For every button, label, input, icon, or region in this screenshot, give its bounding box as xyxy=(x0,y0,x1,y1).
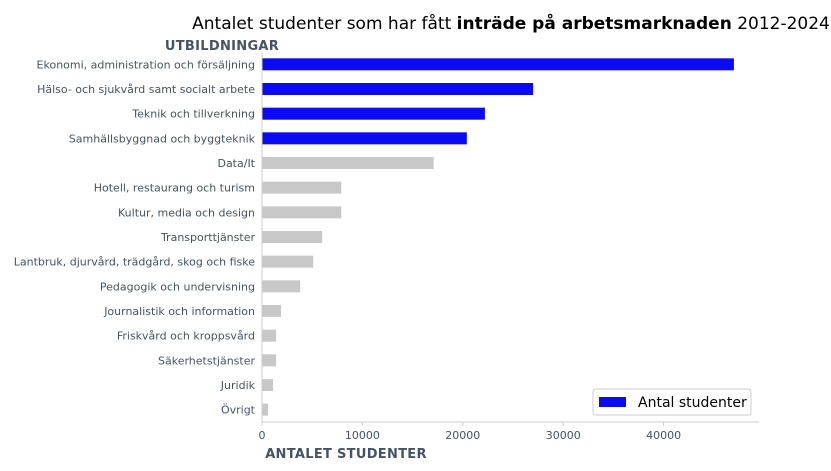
category-label-6: Hotell, restaurang och turism xyxy=(94,182,255,195)
bar-7 xyxy=(262,206,342,219)
x-tick-label-1: 0 xyxy=(259,429,266,442)
chart-title-part-2: 2012-2024 xyxy=(732,14,830,34)
category-label-1: Ekonomi, administration och försäljning xyxy=(37,58,255,71)
bar-5 xyxy=(262,157,434,169)
category-label-9: Lantbruk, djurvård, trädgård, skog och f… xyxy=(14,256,255,269)
bar-11 xyxy=(262,305,282,317)
category-label-4: Samhällsbyggnad och byggteknik xyxy=(69,132,256,145)
bars-group xyxy=(262,58,734,416)
x-tick-label-4: 30000 xyxy=(546,429,581,442)
category-label-13: Säkerhetstjänster xyxy=(158,354,255,367)
category-label-10: Pedagogik och undervisning xyxy=(100,280,255,293)
chart-title-part-0: Antalet studenter som har fått xyxy=(192,13,457,34)
bar-1 xyxy=(262,58,734,71)
bar-8 xyxy=(262,231,323,243)
x-axis-ticks: 0 10000 20000 30000 40000 xyxy=(259,422,681,442)
category-label-12: Friskvård och kroppsvård xyxy=(117,330,255,343)
x-tick-label-3: 20000 xyxy=(445,429,480,442)
category-labels: Ekonomi, administration och försäljning H… xyxy=(14,58,256,416)
chart-title: Antalet studenter som har fått inträde p… xyxy=(192,12,830,34)
bar-9 xyxy=(262,255,314,268)
category-label-15: Övrigt xyxy=(221,404,256,417)
legend-frame xyxy=(592,388,752,416)
legend-label: Antal studenter xyxy=(638,395,747,411)
bar-15 xyxy=(262,403,269,416)
bar-14 xyxy=(262,379,274,391)
x-axis-title: ANTALET STUDENTER xyxy=(265,447,427,462)
bar-6 xyxy=(262,181,342,194)
bar-4 xyxy=(262,132,467,145)
category-label-5: Data/It xyxy=(217,157,255,170)
category-label-8: Transporttjänster xyxy=(160,231,256,244)
bar-12 xyxy=(262,329,277,342)
x-tick-label-2: 10000 xyxy=(345,429,380,442)
category-label-14: Juridik xyxy=(220,379,256,392)
category-label-2: Hälso- och sjukvård samt socialt arbete xyxy=(37,83,255,96)
category-label-11: Journalistik och information xyxy=(103,305,255,318)
bar-13 xyxy=(262,354,277,367)
category-label-3: Teknik och tillverkning xyxy=(131,108,255,121)
y-axis-title: UTBILDNINGAR xyxy=(165,39,279,54)
legend-swatch xyxy=(599,397,626,407)
bar-3 xyxy=(262,107,485,120)
legend: Antal studenter xyxy=(592,388,752,416)
x-tick-label-5: 40000 xyxy=(646,429,681,442)
category-label-7: Kultur, media och design xyxy=(118,206,255,219)
bar-10 xyxy=(262,280,301,293)
bar-2 xyxy=(262,83,534,95)
chart-title-part-1: inträde på arbetsmarknaden xyxy=(457,12,732,34)
